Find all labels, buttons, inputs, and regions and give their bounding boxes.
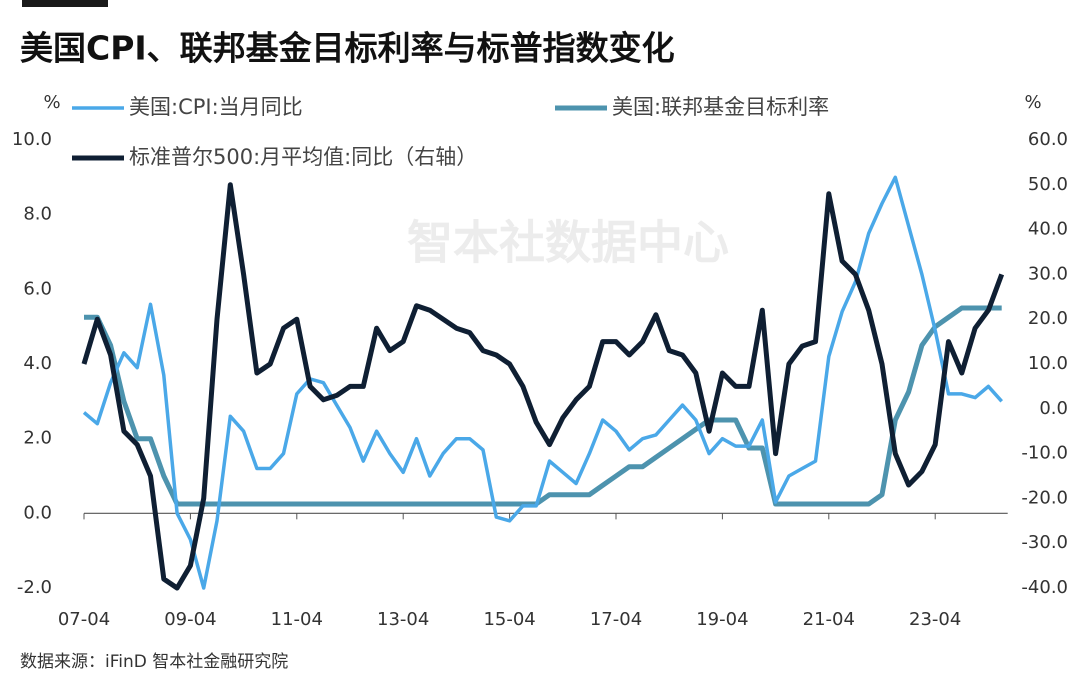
series-line	[81, 182, 1005, 591]
y2-tick-label: 10.0	[1028, 353, 1068, 374]
x-tick-label: 13-04	[377, 609, 429, 630]
y2-unit: %	[1024, 92, 1041, 113]
y2-tick-label: 50.0	[1028, 174, 1068, 195]
x-tick-label: 21-04	[803, 609, 855, 630]
legend-label: 美国:CPI:当月同比	[129, 95, 303, 119]
y-tick-label: -2.0	[17, 577, 52, 598]
x-tick-label: 09-04	[164, 609, 216, 630]
series-line	[84, 305, 1002, 507]
y2-tick-label: 20.0	[1028, 308, 1068, 329]
legend-label: 标准普尔500:月平均值:同比（右轴）	[129, 145, 477, 169]
x-tick-label: 19-04	[696, 609, 748, 630]
legend-label: 美国:联邦基金目标利率	[612, 95, 829, 119]
x-tick-label: 11-04	[271, 609, 323, 630]
y2-tick-label: 0.0	[1039, 398, 1068, 419]
x-tick-label: 17-04	[590, 609, 642, 630]
y-tick-label: 6.0	[23, 278, 52, 299]
title-bar	[22, 0, 108, 7]
y-tick-label: 0.0	[23, 502, 52, 523]
y2-tick-label: 30.0	[1028, 263, 1068, 284]
series-line	[82, 175, 1004, 590]
x-tick-label: 15-04	[483, 609, 535, 630]
y-tick-label: 8.0	[23, 204, 52, 225]
x-tick-label: 07-04	[58, 609, 110, 630]
y-tick-label: 10.0	[12, 129, 52, 150]
y2-tick-label: -40.0	[1021, 577, 1068, 598]
y2-tick-label: -20.0	[1021, 487, 1068, 508]
y2-tick-label: -30.0	[1021, 532, 1068, 553]
watermark: 智本社数据中心	[407, 216, 729, 270]
y2-tick-label: 60.0	[1028, 129, 1068, 150]
source: 数据来源：iFinD 智本社金融研究院	[20, 652, 288, 672]
y-unit: %	[43, 92, 60, 113]
y-tick-label: 4.0	[23, 353, 52, 374]
chart-title: 美国CPI、联邦基金目标利率与标普指数变化	[20, 29, 675, 68]
y2-tick-label: 40.0	[1028, 219, 1068, 240]
y2-tick-label: -10.0	[1021, 443, 1068, 464]
y-tick-label: 2.0	[23, 428, 52, 449]
x-tick-label: 23-04	[909, 609, 961, 630]
